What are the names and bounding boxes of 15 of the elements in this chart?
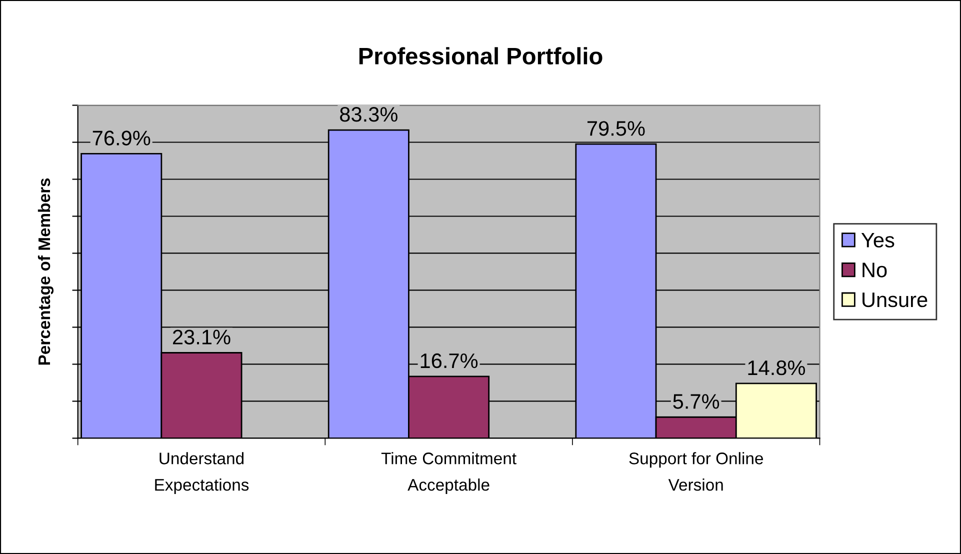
legend-label: Yes [861,232,894,248]
data-label: 79.5% [587,121,645,136]
data-label: 23.1% [173,330,230,344]
data-label: 5.7% [673,394,720,409]
x-tick-label: Time Commitment Acceptable [381,452,516,494]
data-label: 16.7% [420,353,478,368]
x-tick-label: Support for Online Version [629,452,763,491]
chart-title: Professional Portfolio [359,47,602,65]
data-label: 76.9% [92,130,150,146]
data-label: 14.8% [748,360,806,376]
x-tick-label: Understand Expectations [155,452,249,494]
y-axis-title: Percentage of Members [38,178,54,365]
data-label: 83.3% [340,107,398,122]
legend-label: Unsure [862,292,928,308]
legend-label: No [862,262,887,278]
